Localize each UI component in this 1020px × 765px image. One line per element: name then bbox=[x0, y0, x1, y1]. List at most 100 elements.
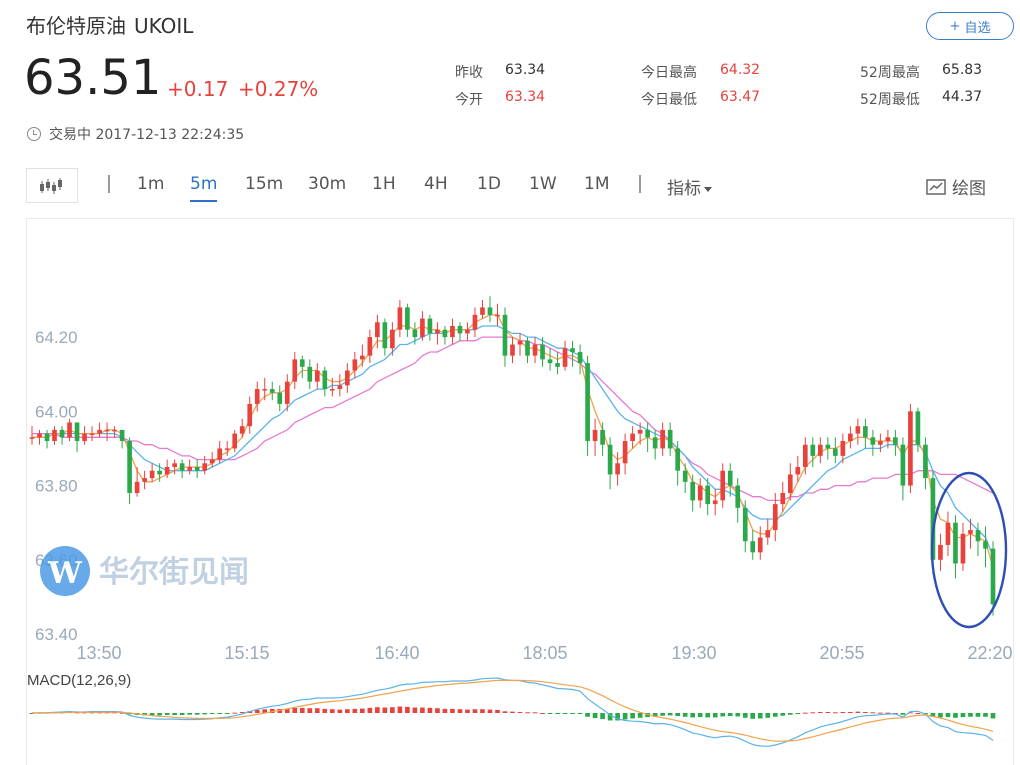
candle bbox=[292, 351, 298, 390]
candle bbox=[960, 522, 966, 571]
candle bbox=[652, 429, 658, 460]
macd-bar bbox=[772, 713, 778, 717]
stat-label: 昨收 bbox=[455, 65, 483, 81]
candle bbox=[915, 407, 921, 453]
period-1w[interactable]: 1W bbox=[529, 174, 557, 194]
macd-bar bbox=[457, 709, 463, 713]
candle-body bbox=[179, 463, 185, 471]
candle bbox=[727, 463, 733, 497]
candle-body bbox=[945, 522, 951, 545]
macd-bar bbox=[607, 713, 613, 721]
candle-body bbox=[442, 329, 448, 338]
macd-bar bbox=[878, 712, 883, 714]
candle-body bbox=[990, 548, 996, 605]
macd-bar bbox=[345, 709, 350, 713]
candle-body bbox=[645, 429, 650, 438]
stat-value: 44.37 bbox=[942, 89, 983, 105]
macd-bar bbox=[930, 713, 936, 718]
candle-body bbox=[74, 422, 80, 442]
candle-body bbox=[345, 370, 350, 386]
candlestick-type-button[interactable] bbox=[26, 168, 78, 203]
candle-body bbox=[172, 463, 177, 467]
x-tick-label: 19:30 bbox=[671, 643, 716, 663]
macd-bar bbox=[254, 709, 260, 713]
macd-bar bbox=[127, 713, 132, 715]
candle bbox=[690, 474, 696, 512]
candle-body bbox=[450, 325, 455, 338]
period-15m[interactable]: 15m bbox=[245, 174, 284, 194]
macd-bar bbox=[157, 713, 162, 716]
candle-body bbox=[314, 370, 320, 382]
candle bbox=[945, 511, 951, 557]
ma-line-blue bbox=[32, 325, 994, 557]
macd-bar bbox=[953, 713, 958, 718]
candle bbox=[630, 426, 635, 449]
macd-bar bbox=[622, 713, 628, 720]
candle bbox=[585, 355, 590, 456]
candle-body bbox=[532, 344, 538, 356]
stat-52wk-high: 52周最高 65.83 bbox=[860, 62, 982, 82]
candle-body bbox=[968, 530, 973, 534]
macd-label: MACD(12,26,9) bbox=[27, 672, 131, 689]
macd-bar bbox=[472, 709, 478, 713]
period-1d[interactable]: 1D bbox=[477, 174, 501, 194]
candle-body bbox=[232, 433, 238, 449]
candle-body bbox=[292, 359, 298, 382]
candle bbox=[157, 463, 162, 482]
candle-body bbox=[307, 366, 313, 382]
chart-toolbar: 1m 5m 15m 30m 1H 4H 1D 1W 1M 指标 绘图 bbox=[26, 168, 1014, 204]
period-30m[interactable]: 30m bbox=[308, 174, 347, 194]
candle bbox=[367, 329, 373, 364]
candle bbox=[968, 518, 973, 549]
candle bbox=[29, 426, 35, 445]
candle bbox=[735, 478, 741, 523]
candle bbox=[637, 422, 643, 445]
clock-icon bbox=[27, 127, 41, 141]
candle-body bbox=[420, 318, 425, 338]
macd-bar bbox=[397, 706, 403, 713]
macd-bar bbox=[915, 713, 921, 714]
period-1mo[interactable]: 1M bbox=[584, 174, 610, 194]
candle bbox=[908, 403, 913, 493]
candle bbox=[848, 426, 853, 449]
candle bbox=[52, 426, 57, 445]
period-5m[interactable]: 5m bbox=[190, 174, 218, 202]
candle bbox=[675, 441, 680, 486]
candle-body bbox=[953, 522, 958, 564]
macd-bar bbox=[299, 707, 305, 713]
candle-body bbox=[675, 448, 680, 471]
macd-bar bbox=[510, 711, 515, 713]
candle-body bbox=[983, 541, 988, 549]
candle bbox=[89, 426, 95, 442]
period-1h[interactable]: 1H bbox=[372, 174, 396, 194]
candle-body bbox=[367, 337, 373, 356]
add-watchlist-button[interactable]: + 自选 bbox=[926, 12, 1014, 40]
chart-area[interactable]: 64.2064.0063.8063.6063.4013:5015:1516:40… bbox=[26, 218, 1014, 765]
period-4h[interactable]: 4H bbox=[424, 174, 448, 194]
indicator-dropdown[interactable]: 指标 bbox=[667, 174, 712, 199]
candle bbox=[269, 381, 275, 401]
candle bbox=[405, 303, 410, 338]
watermark-text: 华尔街见闻 bbox=[99, 555, 249, 590]
draw-button[interactable]: 绘图 bbox=[926, 174, 986, 199]
macd-bar bbox=[375, 707, 380, 713]
macd-bar bbox=[292, 707, 298, 713]
candle-body bbox=[247, 403, 253, 427]
candle bbox=[600, 422, 605, 456]
candle-body bbox=[487, 307, 493, 315]
stat-label: 今日最低 bbox=[641, 92, 697, 108]
candle-body bbox=[157, 470, 162, 475]
candlestick-icon bbox=[40, 177, 62, 194]
watermark-logo-letter: W bbox=[47, 556, 83, 591]
candle bbox=[577, 344, 583, 375]
candle bbox=[787, 463, 793, 501]
price-change: +0.17 bbox=[167, 77, 229, 101]
candlestick-chart[interactable]: 64.2064.0063.8063.6063.4013:5015:1516:40… bbox=[27, 219, 1015, 765]
candle-body bbox=[59, 429, 65, 438]
candle-body bbox=[224, 448, 230, 450]
macd-bar bbox=[825, 711, 831, 713]
candle bbox=[277, 385, 283, 412]
period-1m[interactable]: 1m bbox=[137, 174, 165, 194]
candle-body bbox=[547, 359, 553, 364]
indicator-label: 指标 bbox=[667, 179, 701, 199]
